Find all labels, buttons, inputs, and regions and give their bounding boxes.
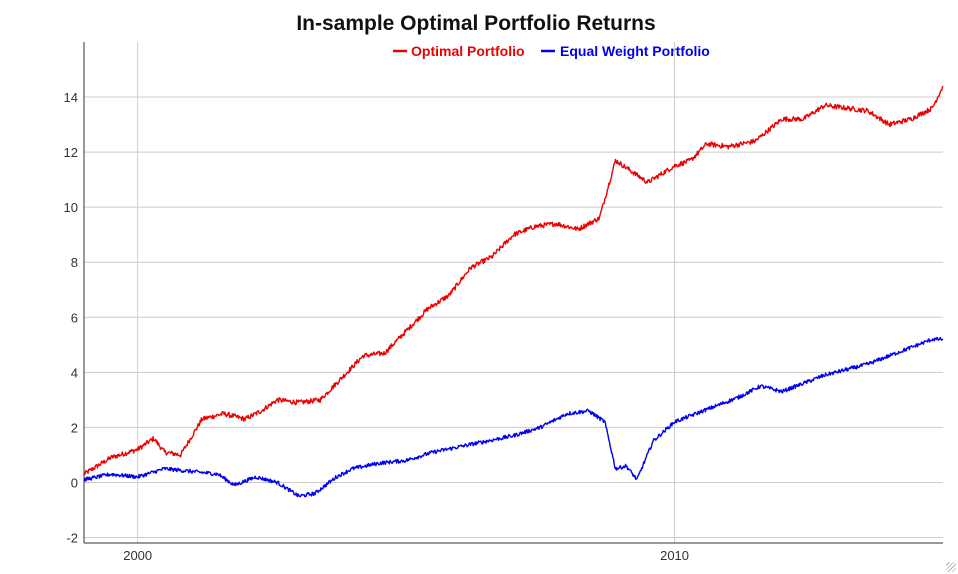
y-tick-label: 8 <box>71 255 78 270</box>
chart-title: In-sample Optimal Portfolio Returns <box>296 12 655 35</box>
x-tick-label: 2010 <box>660 548 689 563</box>
resize-grip-icon[interactable] <box>946 562 956 572</box>
y-tick-label: 0 <box>71 475 78 490</box>
y-tick-label: 4 <box>71 365 78 380</box>
y-tick-label: 14 <box>64 90 78 105</box>
y-gridlines <box>84 96 943 538</box>
x-tick-label: 2000 <box>123 548 152 563</box>
y-tick-label: 10 <box>64 200 78 215</box>
y-tick-label: 12 <box>64 145 78 160</box>
y-axis-tick-labels: -2 0 2 4 6 8 10 12 14 <box>64 90 78 545</box>
series-line-equal-weight[interactable] <box>83 336 944 498</box>
x-gridlines <box>137 42 676 543</box>
legend-label-equal-weight[interactable]: Equal Weight Portfolio <box>560 43 710 59</box>
series-group <box>83 85 944 498</box>
legend-label-optimal[interactable]: Optimal Portfolio <box>411 43 525 59</box>
y-tick-label: 2 <box>71 420 78 435</box>
legend: Optimal Portfolio Equal Weight Portfolio <box>393 43 710 59</box>
y-tick-label: -2 <box>66 530 78 545</box>
series-line-optimal[interactable] <box>83 85 944 476</box>
x-axis-tick-labels: 2000 2010 <box>123 548 689 563</box>
y-tick-label: 6 <box>71 310 78 325</box>
